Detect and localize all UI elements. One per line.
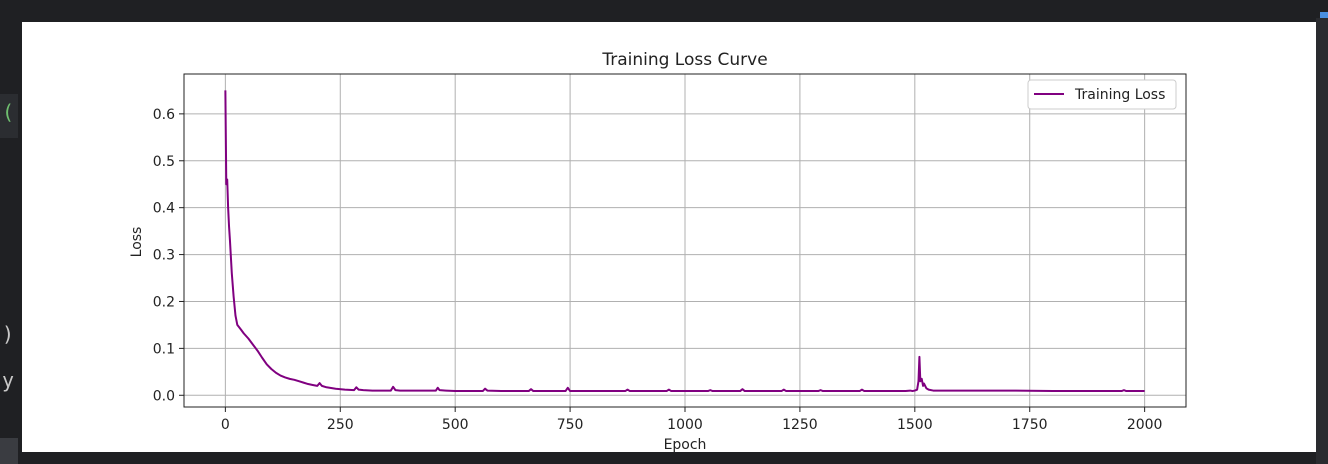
- editor-top-strip: [0, 0, 1328, 22]
- x-tick-label: 0: [221, 417, 230, 433]
- y-tick-label: 0.0: [153, 388, 175, 404]
- training-loss-chart: 0 250 500 750 1000 1250 1500 1750 2000 0.0 0.1 0.2 0…: [129, 50, 1187, 452]
- scroll-indicator: [1320, 12, 1328, 18]
- y-tick-label: 0.6: [153, 107, 175, 123]
- y-tick-label: 0.3: [153, 248, 175, 264]
- x-tick-label: 1000: [667, 417, 703, 433]
- x-tick-label: 1250: [782, 417, 818, 433]
- code-line-highlight: [0, 94, 18, 138]
- x-tick-label: 250: [327, 417, 354, 433]
- x-tick-label: 2000: [1127, 417, 1163, 433]
- chart-title: Training Loss Curve: [601, 50, 767, 70]
- code-fragment-open-paren: (: [2, 100, 15, 124]
- grid: [184, 74, 1186, 407]
- y-tick-label: 0.5: [153, 154, 175, 170]
- y-axis-label: Loss: [129, 227, 145, 258]
- series-layer: [224, 90, 1145, 393]
- x-tick-label: 500: [442, 417, 469, 433]
- ticks: 0 250 500 750 1000 1250 1500 1750 2000 0.0 0.1 0.2 0…: [153, 107, 1163, 433]
- chart-figure: 0 250 500 750 1000 1250 1500 1750 2000 0.0 0.1 0.2 0…: [22, 22, 1316, 452]
- code-line-highlight-bottom: [0, 438, 18, 464]
- code-fragment-close-paren: ): [2, 322, 15, 346]
- editor-scrollbar[interactable]: [1316, 18, 1328, 464]
- x-tick-label: 1750: [1012, 417, 1048, 433]
- y-tick-label: 0.4: [153, 201, 175, 217]
- legend: Training Loss: [1027, 79, 1177, 110]
- x-axis-label: Epoch: [664, 437, 707, 452]
- x-tick-label: 1500: [897, 417, 933, 433]
- code-fragment-y: y: [2, 368, 15, 392]
- series-line-training-loss: [224, 90, 1145, 393]
- y-tick-label: 0.1: [153, 341, 175, 357]
- y-tick-label: 0.2: [153, 294, 175, 310]
- legend-box: [1027, 79, 1177, 110]
- x-tick-label: 750: [557, 417, 584, 433]
- legend-label-training-loss: Training Loss: [1074, 87, 1165, 103]
